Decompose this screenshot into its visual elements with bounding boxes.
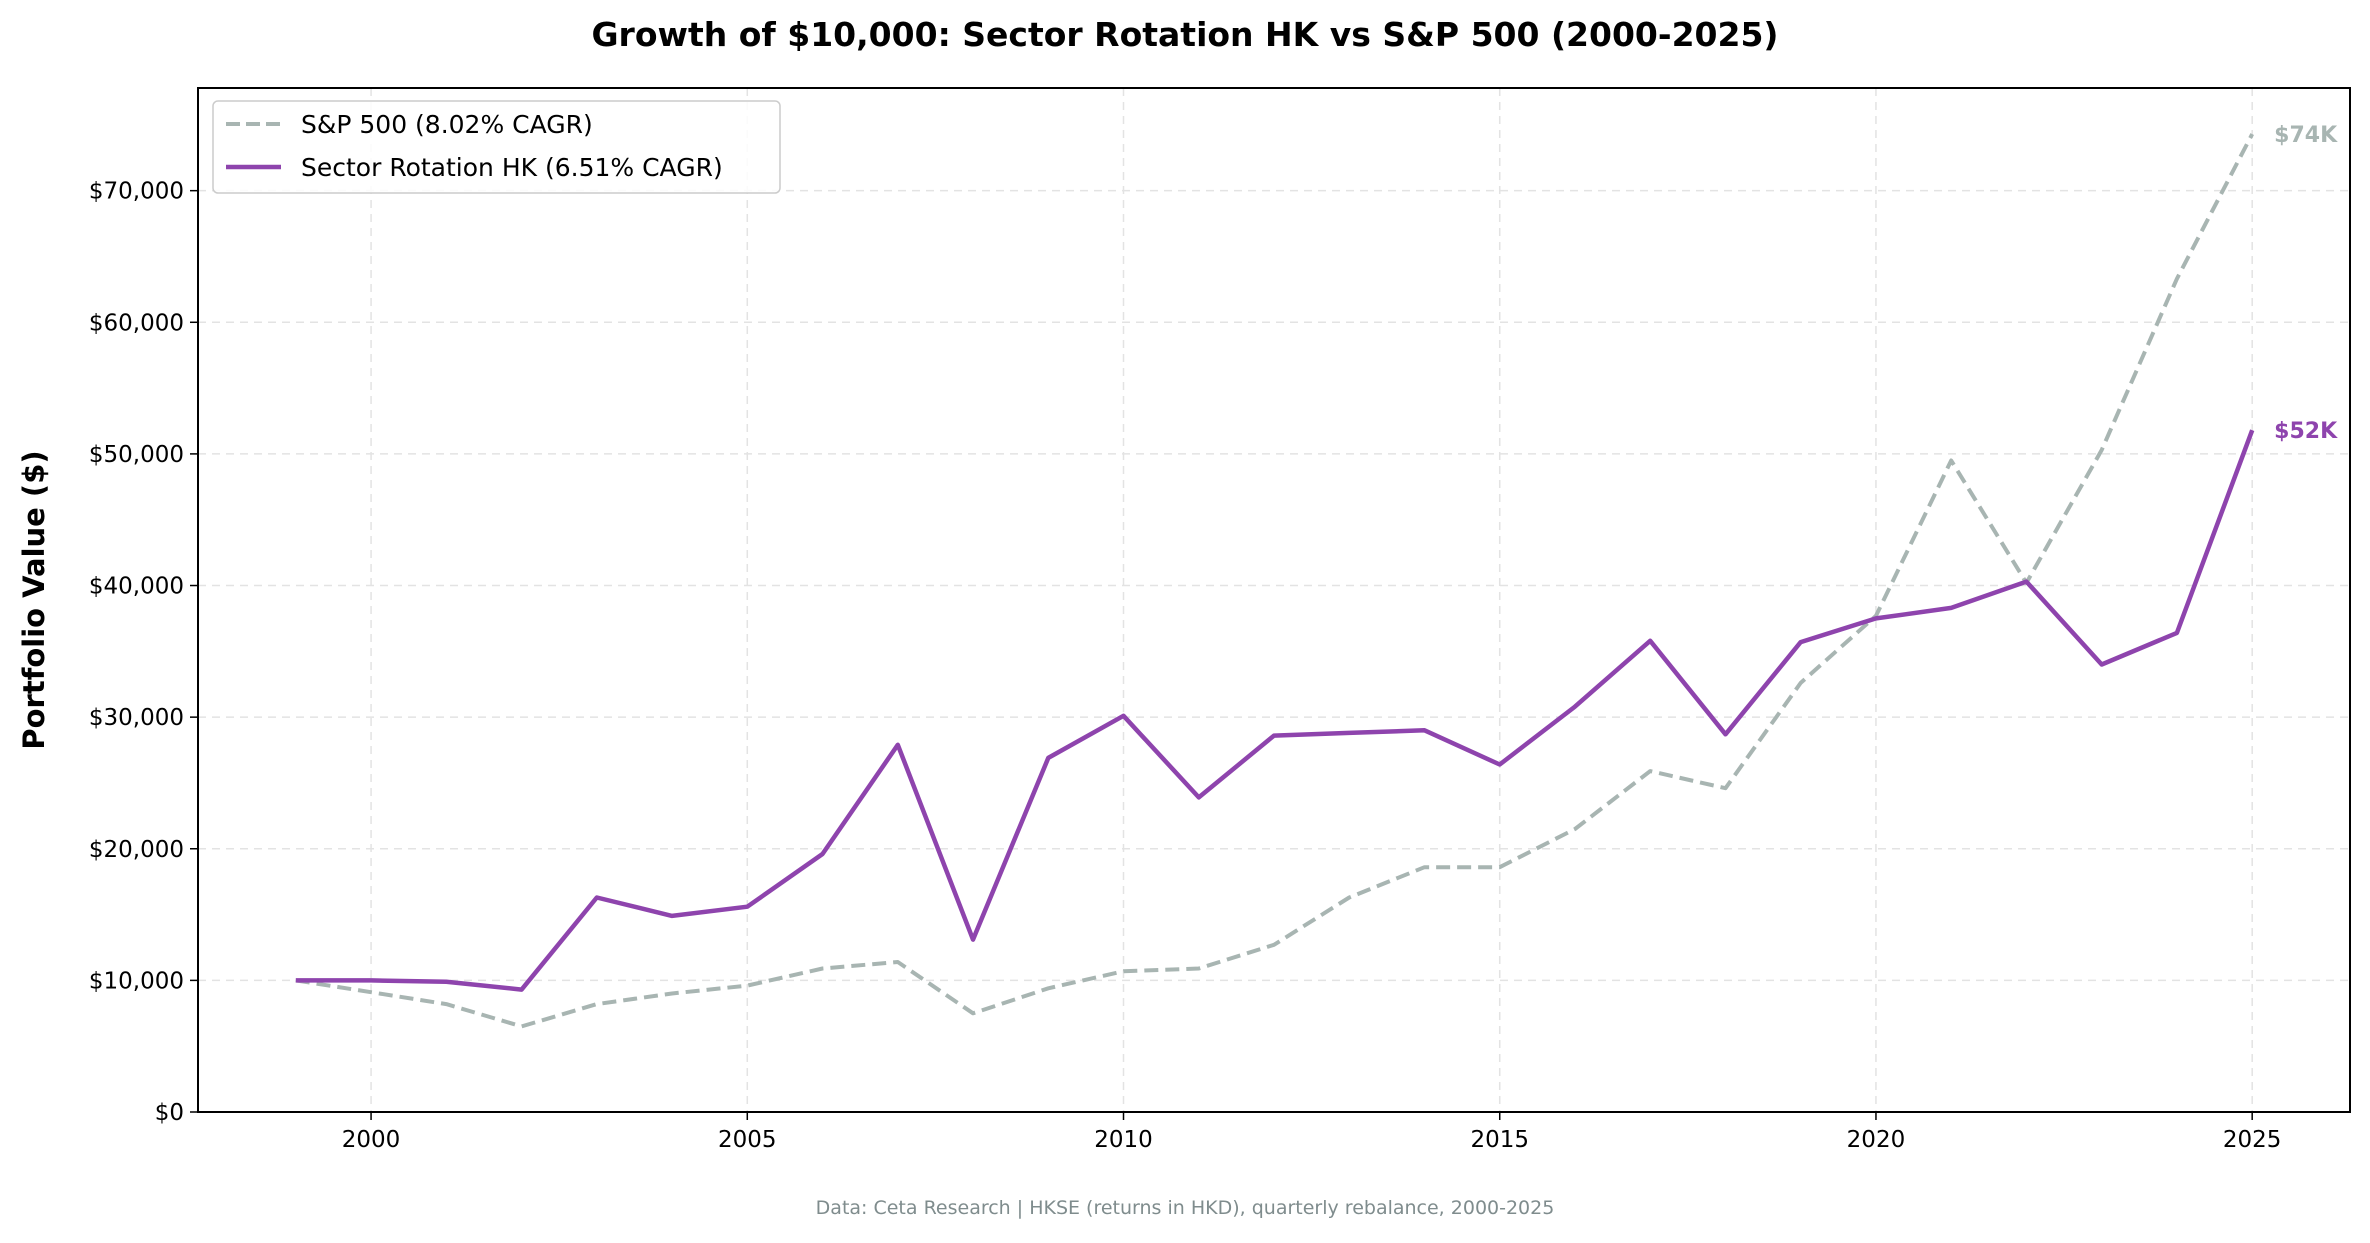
legend-label-sector-rotation: Sector Rotation HK (6.51% CAGR) xyxy=(301,153,723,182)
sector-rotation-line xyxy=(295,429,2255,992)
sp500-line xyxy=(295,133,2254,1029)
series-group xyxy=(295,133,2255,1029)
y-tick-label: $30,000 xyxy=(89,705,184,731)
y-tick-label: $20,000 xyxy=(89,837,184,863)
x-tick-label: 2020 xyxy=(1847,1127,1906,1153)
y-axis-label: Portfolio Value ($) xyxy=(17,450,51,749)
x-tick-label: 2000 xyxy=(342,1127,401,1153)
x-tick-label: 2010 xyxy=(1094,1127,1153,1153)
x-tick-label: 2025 xyxy=(2223,1127,2282,1153)
y-axis: $0 $10,000 $20,000 $30,000 $40,000 $50,000 $60… xyxy=(89,179,198,1126)
chart-title: Growth of $10,000: Sector Rotation HK vs… xyxy=(591,15,1778,54)
plot-frame xyxy=(197,87,2351,1113)
x-tick-label: 2005 xyxy=(718,1127,777,1153)
end-labels: $74K $52K xyxy=(2274,123,2338,444)
legend-box xyxy=(212,100,781,194)
legend: S&P 500 (8.02% CAGR) Sector Rotation HK … xyxy=(212,100,781,194)
y-tick-label: $70,000 xyxy=(89,179,184,205)
y-tick-label: $0 xyxy=(155,1100,184,1126)
y-tick-label: $10,000 xyxy=(89,968,184,994)
sector-rotation-end-label: $52K xyxy=(2274,419,2338,444)
x-tick-label: 2015 xyxy=(1470,1127,1529,1153)
legend-label-sp500: S&P 500 (8.02% CAGR) xyxy=(301,110,593,139)
y-tick-label: $40,000 xyxy=(89,574,184,600)
x-axis: 2000 2005 2010 2015 2020 2025 xyxy=(342,1112,2282,1153)
y-tick-label: $50,000 xyxy=(89,442,184,468)
y-tick-label: $60,000 xyxy=(89,310,184,336)
sp500-end-label: $74K xyxy=(2274,123,2338,148)
grid xyxy=(198,88,2350,1113)
footnote: Data: Ceta Research | HKSE (returns in H… xyxy=(816,1197,1555,1219)
